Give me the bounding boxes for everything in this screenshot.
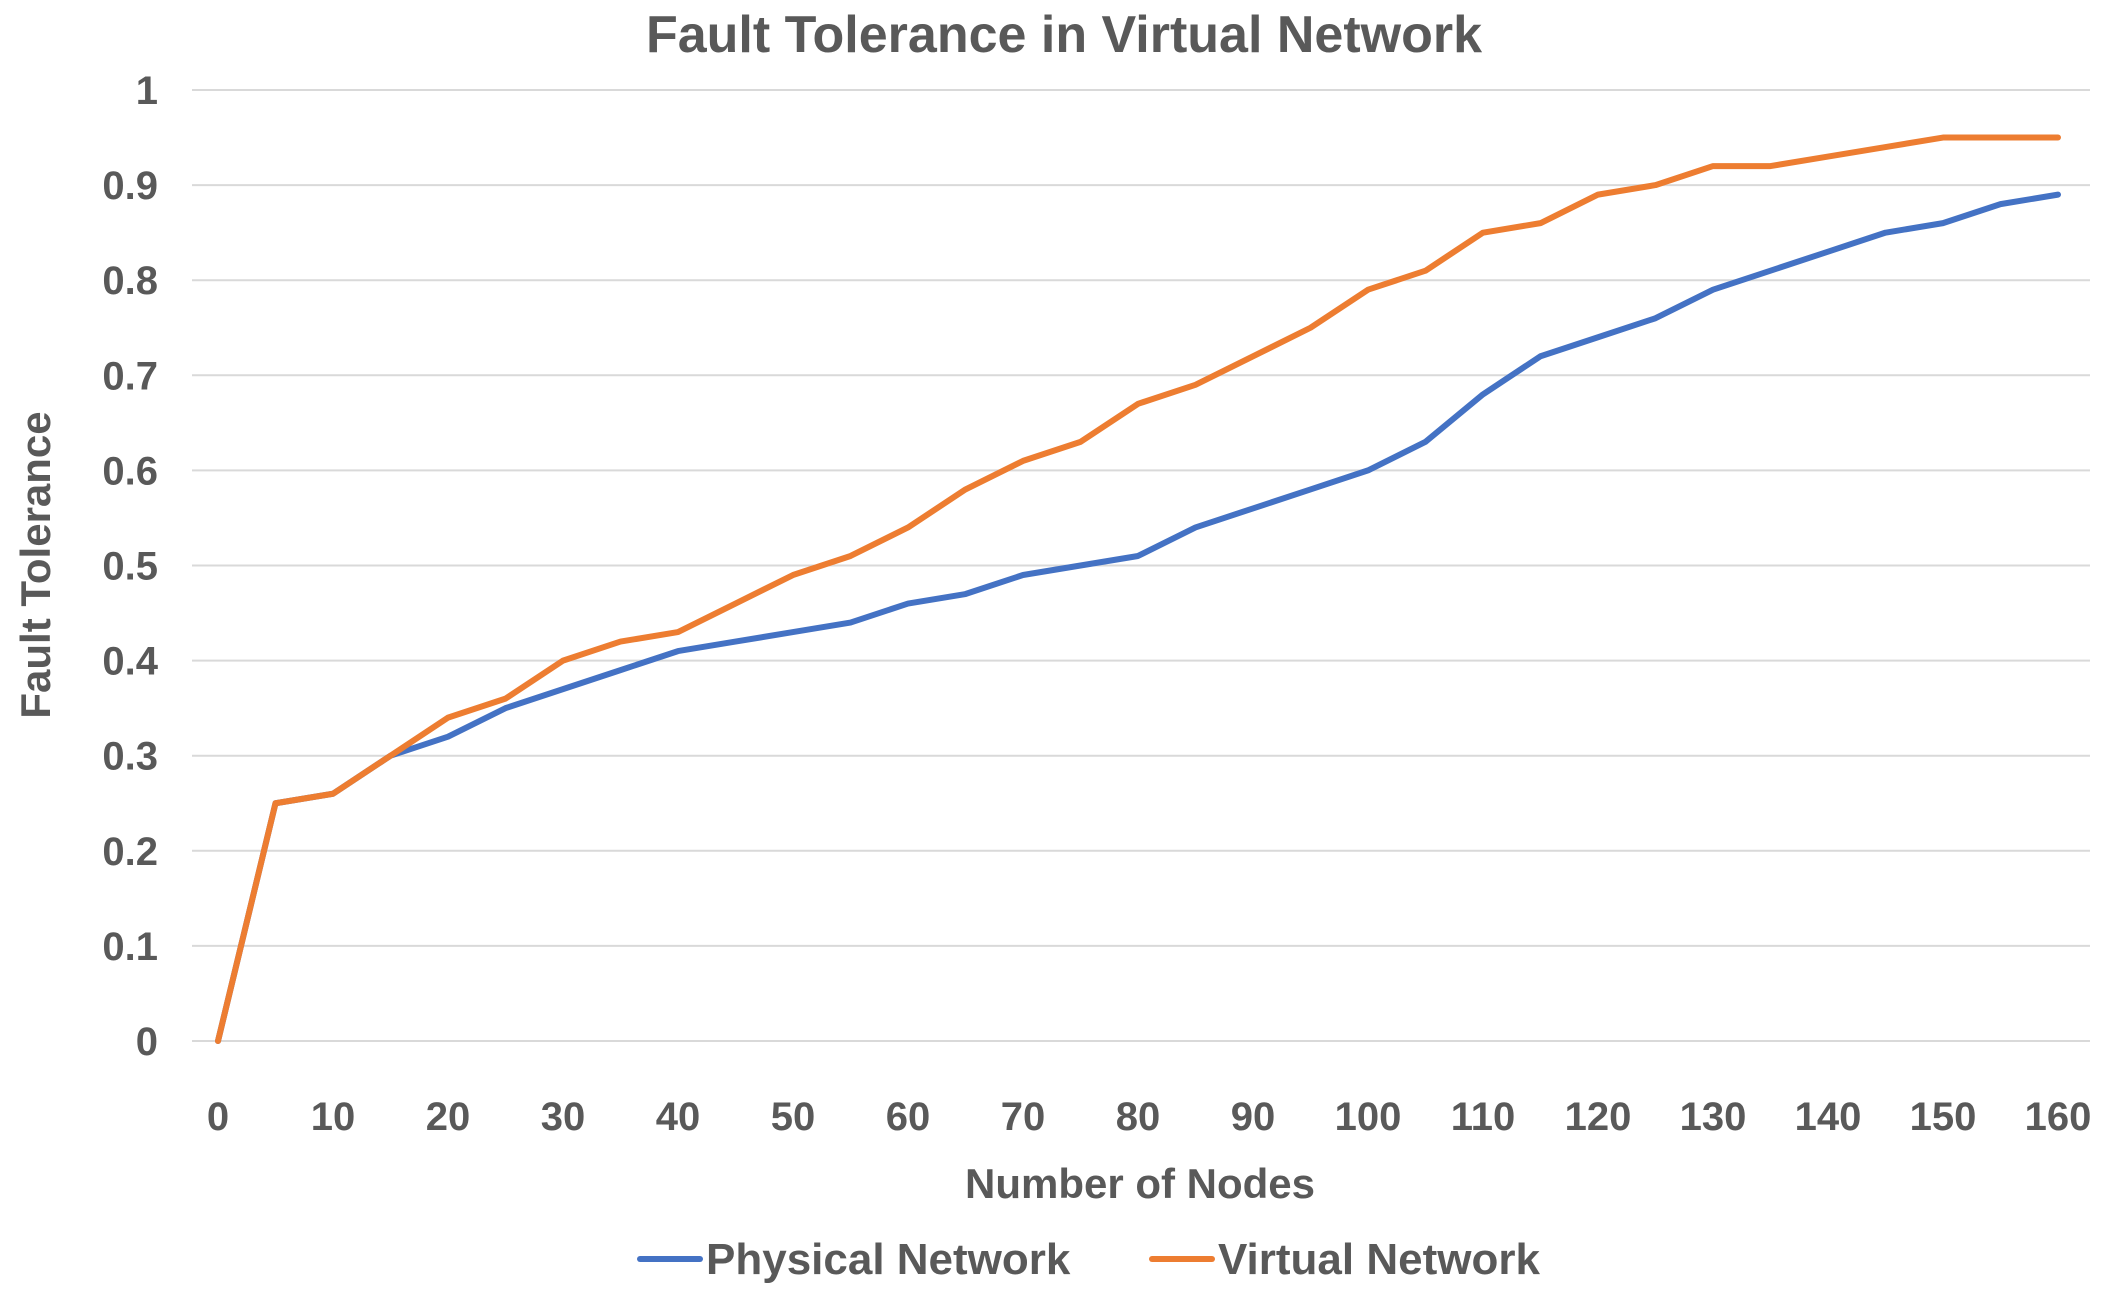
x-tick-label: 40 (656, 1095, 701, 1139)
y-tick-label: 0.1 (102, 925, 158, 969)
x-axis-title: Number of Nodes (965, 1160, 1315, 1207)
y-axis-title: Fault Tolerance (12, 411, 59, 718)
x-tick-label: 70 (1001, 1095, 1046, 1139)
x-tick-label: 120 (1565, 1095, 1632, 1139)
x-tick-label: 90 (1231, 1095, 1276, 1139)
x-tick-label: 130 (1680, 1095, 1747, 1139)
legend-label-virtual-network: Virtual Network (1218, 1235, 1540, 1284)
y-tick-label: 0.3 (102, 735, 158, 779)
x-tick-label: 50 (771, 1095, 816, 1139)
x-tick-label: 100 (1335, 1095, 1402, 1139)
x-tick-label: 150 (1910, 1095, 1977, 1139)
series-line-virtual-network (215, 134, 2061, 1044)
y-tick-label: 0.8 (102, 259, 158, 303)
legend: Physical Network Virtual Network (637, 1235, 1540, 1284)
x-tick-label: 160 (2025, 1095, 2092, 1139)
x-tick-label: 60 (886, 1095, 931, 1139)
y-axis-ticks: 0 0.1 0.2 0.3 0.4 0.5 0.6 0.7 0.8 0.9 1 (102, 69, 158, 1064)
y-tick-label: 0.9 (102, 164, 158, 208)
x-tick-label: 10 (311, 1095, 356, 1139)
x-axis-ticks: 0 10 20 30 40 50 60 70 80 90 100 110 120 130 140 150 160 (207, 1095, 2092, 1139)
y-tick-label: 1 (136, 69, 158, 113)
x-tick-label: 80 (1116, 1095, 1161, 1139)
y-tick-label: 0.5 (102, 545, 158, 589)
y-tick-label: 0.4 (102, 640, 158, 684)
x-tick-label: 140 (1795, 1095, 1862, 1139)
y-tick-label: 0.7 (102, 354, 158, 398)
series-line-physical-network (215, 191, 2061, 1044)
series-lines (215, 134, 2061, 1044)
gridlines (192, 89, 2090, 1042)
y-tick-label: 0 (136, 1020, 158, 1064)
legend-label-physical-network: Physical Network (706, 1235, 1071, 1284)
y-tick-label: 0.2 (102, 830, 158, 874)
x-tick-label: 110 (1451, 1095, 1516, 1139)
y-tick-label: 0.6 (102, 449, 158, 493)
chart-title: Fault Tolerance in Virtual Network (646, 6, 1482, 64)
x-tick-label: 30 (541, 1095, 586, 1139)
x-tick-label: 20 (426, 1095, 471, 1139)
x-tick-label: 0 (207, 1095, 229, 1139)
